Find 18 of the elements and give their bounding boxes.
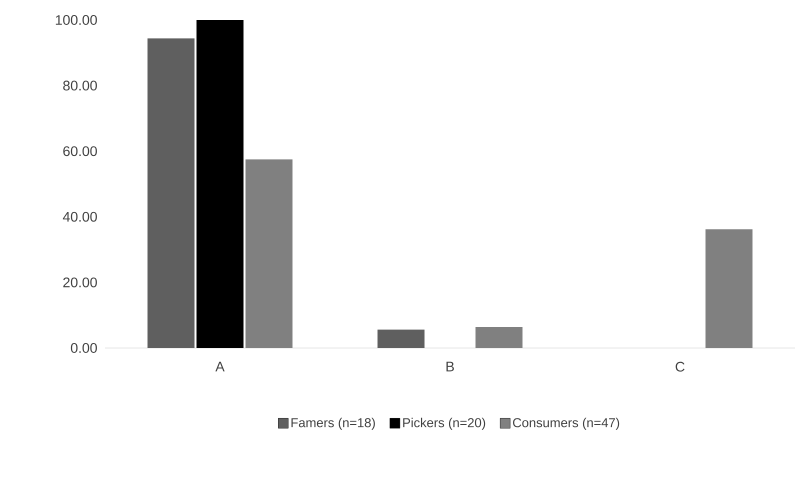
y-tick-label: 40.00 (62, 212, 97, 222)
y-tick-label: 0.00 (70, 343, 97, 353)
y-tick-label: 100.00 (56, 15, 97, 25)
bar (148, 38, 195, 348)
bar (245, 159, 292, 348)
legend-label: Famers (n=18) (292, 418, 375, 430)
bar (196, 20, 244, 348)
legend-label: Pickers (n=20) (403, 418, 486, 430)
y-tick-label: 80.00 (63, 80, 97, 91)
x-tick-label: A (215, 362, 225, 372)
bar (706, 229, 752, 348)
x-tick-label: C (676, 362, 685, 372)
bar (476, 327, 522, 348)
y-tick-label: 20.00 (63, 277, 97, 288)
x-tick-label: B (446, 362, 454, 372)
y-tick-label: 60.00 (63, 146, 97, 156)
bar (378, 330, 425, 348)
legend-label: Consumers (n=47) (513, 418, 620, 430)
